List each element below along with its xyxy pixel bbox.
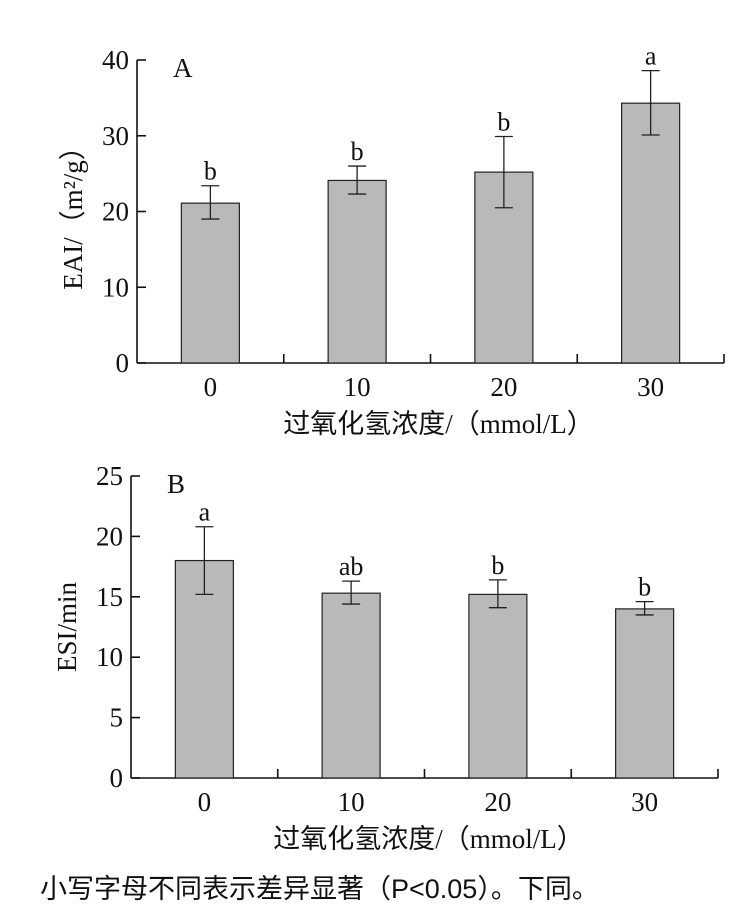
y-axis-title: ESI/min	[52, 582, 82, 673]
bar-0	[174, 559, 234, 779]
y-tick-label: 20	[102, 197, 129, 227]
x-tick-label: 10	[338, 787, 365, 817]
x-tick-label: 30	[631, 787, 658, 817]
bar-0	[180, 202, 240, 364]
y-tick-label: 10	[96, 642, 123, 672]
significance-label: b	[204, 157, 217, 186]
panel-a-eai-chart: 0 10 20 30 40 b 0 b 10 b 20 a 30 过氧化氢浓度/（mmol/L） EAI/（…	[58, 42, 725, 439]
panel-label: B	[167, 469, 185, 499]
significance-label: b	[497, 108, 510, 137]
panel-b-esi-chart: 0 5 10 15 20 25 a 0 ab 10 b 20 b 30 过氧化氢浓度/（mmol/L） ESI…	[52, 461, 719, 854]
bar-10	[321, 592, 381, 779]
x-axis-title: 过氧化氢浓度/（mmol/L）	[283, 409, 594, 439]
bar-10	[327, 179, 387, 364]
y-tick-label: 0	[116, 348, 130, 378]
bar-30	[615, 608, 675, 779]
panel-label: A	[173, 53, 193, 83]
y-axis-title: EAI/（m²/g）	[58, 133, 88, 290]
x-tick-label: 0	[204, 372, 218, 402]
y-tick-label: 10	[102, 272, 129, 302]
significance-label: a	[645, 42, 657, 71]
significance-label: b	[351, 137, 364, 166]
y-tick-label: 0	[110, 763, 124, 793]
bar-20	[468, 593, 528, 779]
significance-label: b	[638, 573, 651, 602]
figure-note: 小写字母不同表示差异显著（P<0.05）。下同。	[40, 874, 599, 904]
x-tick-label: 10	[344, 372, 371, 402]
x-tick-label: 30	[637, 372, 664, 402]
y-tick-label: 15	[96, 582, 123, 612]
y-tick-label: 25	[96, 461, 123, 491]
y-tick-label: 40	[102, 45, 129, 75]
y-tick-label: 20	[96, 521, 123, 551]
significance-label: a	[199, 498, 211, 527]
y-tick-label: 5	[110, 703, 124, 733]
x-axis-title: 过氧化氢浓度/（mmol/L）	[273, 824, 584, 854]
y-tick-label: 30	[102, 121, 129, 151]
x-tick-label: 20	[490, 372, 517, 402]
significance-label: ab	[339, 552, 364, 581]
significance-label: b	[491, 551, 504, 580]
x-tick-label: 0	[198, 787, 212, 817]
x-tick-label: 20	[484, 787, 511, 817]
bar-30	[621, 102, 681, 364]
